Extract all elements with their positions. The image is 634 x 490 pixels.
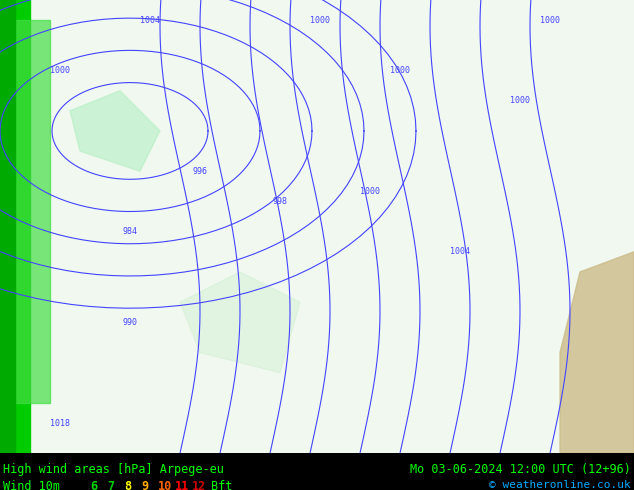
Polygon shape [70, 91, 160, 171]
Polygon shape [180, 272, 300, 373]
Text: High wind areas [hPa] Arpege-eu: High wind areas [hPa] Arpege-eu [3, 463, 224, 476]
Text: 984: 984 [122, 227, 138, 236]
Text: 1018: 1018 [50, 418, 70, 428]
Text: Wind 10m: Wind 10m [3, 480, 60, 490]
Text: 1000: 1000 [510, 96, 530, 105]
Bar [0, 0, 15, 453]
Text: 8: 8 [124, 480, 131, 490]
Text: 1000: 1000 [50, 66, 70, 75]
Text: 998: 998 [273, 197, 287, 206]
Text: Mo 03-06-2024 12:00 UTC (12+96): Mo 03-06-2024 12:00 UTC (12+96) [410, 463, 631, 476]
Text: 996: 996 [193, 167, 207, 176]
Text: 1000: 1000 [540, 16, 560, 24]
Polygon shape [0, 20, 50, 403]
Text: 1004: 1004 [450, 247, 470, 256]
Text: 1000: 1000 [360, 187, 380, 196]
Bar [0, 0, 30, 453]
Polygon shape [560, 252, 634, 453]
Text: 9: 9 [141, 480, 148, 490]
Text: 11: 11 [175, 480, 190, 490]
Text: 1004: 1004 [140, 16, 160, 24]
Text: 1000: 1000 [390, 66, 410, 75]
Text: 1000: 1000 [310, 16, 330, 24]
Text: 12: 12 [192, 480, 206, 490]
Text: 6: 6 [90, 480, 97, 490]
Text: 990: 990 [122, 318, 138, 327]
Text: Bft: Bft [211, 480, 233, 490]
Text: 7: 7 [107, 480, 114, 490]
Text: © weatheronline.co.uk: © weatheronline.co.uk [489, 480, 631, 490]
Text: 10: 10 [158, 480, 172, 490]
